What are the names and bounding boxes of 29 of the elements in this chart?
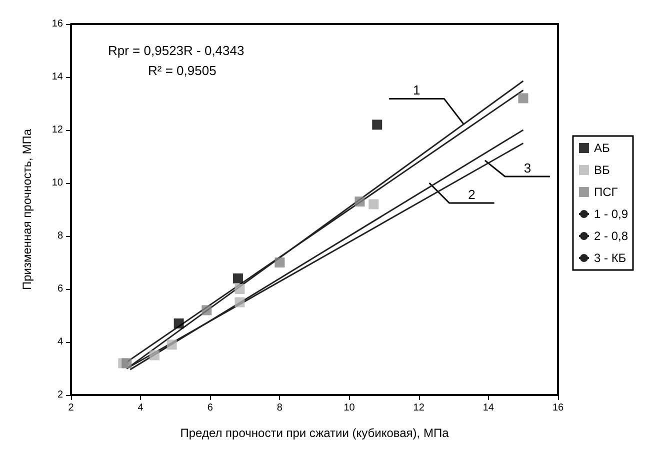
annotation: 3 <box>524 160 532 176</box>
x-axis-title: Предел прочности при сжатии (кубиковая), МПа <box>180 426 450 440</box>
x-tick-label: 12 <box>413 402 425 414</box>
legend-label: 3 - КБ <box>594 251 626 265</box>
x-tick-label: 8 <box>276 402 283 414</box>
y-tick-label: 8 <box>57 230 64 242</box>
legend-label: ВБ <box>594 163 610 177</box>
annotation: 2 <box>468 187 476 202</box>
y-tick-label: 14 <box>52 72 64 82</box>
x-tick-label: 14 <box>482 402 494 414</box>
x-tick-label: 4 <box>138 402 144 414</box>
annotation: 1 <box>412 82 420 98</box>
x-tick-label: 16 <box>552 402 564 414</box>
x-tick-label: 10 <box>344 402 356 414</box>
y-tick-label: 2 <box>57 390 64 400</box>
y-axis-title: Призменная прочность, МПа <box>20 128 34 290</box>
y-tick-label: 4 <box>57 336 64 348</box>
legend-label: 2 - 0,8 <box>594 229 628 243</box>
y-tick-label: 12 <box>52 124 64 136</box>
annotation: R² = 0,9505 <box>148 63 216 78</box>
x-tick-label: 6 <box>207 402 214 414</box>
legend-label: АБ <box>594 141 610 155</box>
y-tick-label: 10 <box>52 178 64 188</box>
legend-label: 1 - 0,9 <box>594 207 628 221</box>
y-tick-label: 16 <box>52 18 64 30</box>
x-tick-label: 2 <box>68 402 74 414</box>
y-tick-label: 6 <box>57 284 64 294</box>
legend-label: ПСГ <box>594 185 618 199</box>
annotation: Rpr = 0,9523R - 0,4343 <box>108 43 244 58</box>
